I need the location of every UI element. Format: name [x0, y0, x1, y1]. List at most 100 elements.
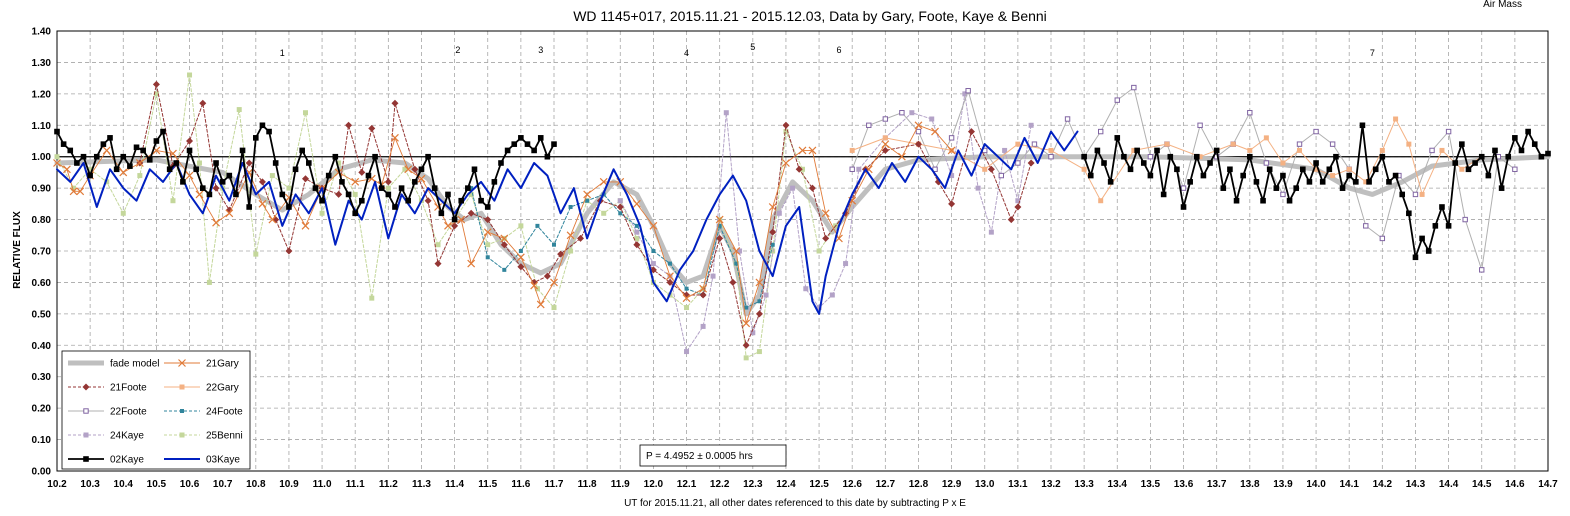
- data-point: [186, 147, 193, 154]
- data-point: [1439, 147, 1445, 153]
- x-tick-label: 14.1: [1339, 479, 1359, 490]
- data-point: [1429, 147, 1435, 154]
- data-point: [1478, 153, 1485, 160]
- data-point: [1028, 122, 1034, 128]
- data-point: [1131, 84, 1137, 91]
- data-point: [1399, 191, 1406, 198]
- data-point: [135, 159, 144, 167]
- data-point: [1263, 160, 1270, 166]
- legend-item: 21Foote: [68, 383, 147, 394]
- data-point: [233, 191, 239, 198]
- data-point: [279, 191, 286, 198]
- data-point: [948, 200, 956, 208]
- data-point: [1300, 166, 1306, 173]
- x-tick-label: 13.2: [1041, 479, 1061, 490]
- data-point: [391, 99, 399, 107]
- y-axis-label: RELATIVE FLUX: [12, 211, 23, 289]
- series-25benni: [54, 72, 839, 361]
- data-point: [1213, 147, 1220, 154]
- data-point: [107, 135, 113, 141]
- data-point: [1114, 97, 1120, 103]
- x-tick-label: 13.3: [1074, 479, 1094, 490]
- data-point: [1333, 153, 1339, 160]
- data-point: [378, 185, 385, 191]
- data-point: [352, 191, 358, 197]
- data-point: [1114, 135, 1121, 141]
- data-point: [965, 88, 971, 94]
- data-point: [153, 138, 160, 144]
- data-point: [1406, 141, 1412, 147]
- data-point: [1127, 166, 1134, 173]
- data-point: [457, 215, 466, 224]
- legend-item: 21Gary: [164, 359, 239, 370]
- legend-label: fade model: [110, 359, 159, 370]
- y-tick-label: 0.20: [32, 404, 52, 415]
- data-point: [1406, 210, 1412, 217]
- data-point: [666, 278, 674, 286]
- data-point: [384, 178, 392, 186]
- data-point: [504, 147, 511, 154]
- data-point: [734, 261, 739, 266]
- data-point: [1366, 179, 1372, 185]
- data-point: [104, 179, 110, 185]
- x-tick-label: 11.3: [412, 479, 431, 490]
- data-point: [537, 135, 544, 141]
- data-point: [768, 203, 777, 211]
- data-point: [1134, 147, 1140, 154]
- data-point: [54, 154, 60, 160]
- data-point: [1031, 141, 1038, 147]
- data-point: [1247, 153, 1253, 160]
- data-point: [816, 305, 822, 311]
- data-point: [530, 281, 539, 290]
- legend-label: 02Kaye: [110, 455, 144, 466]
- data-point: [269, 173, 275, 179]
- data-point: [187, 72, 193, 78]
- data-point: [729, 278, 737, 286]
- data-point: [816, 248, 822, 254]
- data-point: [483, 228, 492, 237]
- y-tick-label: 1.40: [32, 27, 52, 38]
- data-point: [1392, 172, 1399, 179]
- data-point: [1339, 185, 1346, 191]
- data-point: [1313, 160, 1319, 166]
- data-point: [196, 160, 202, 166]
- data-point: [266, 128, 272, 135]
- x-tick-label: 12.9: [942, 479, 962, 490]
- data-point: [301, 221, 310, 230]
- dip-marker-label: 5: [750, 42, 755, 52]
- data-point: [790, 185, 796, 191]
- data-point: [1233, 197, 1240, 204]
- data-point: [782, 121, 790, 129]
- data-point: [1098, 198, 1104, 204]
- data-point: [856, 166, 862, 172]
- data-point: [80, 153, 87, 160]
- data-point: [1107, 179, 1114, 185]
- data-point: [402, 166, 408, 172]
- data-point: [1164, 141, 1170, 147]
- data-point: [717, 223, 722, 228]
- data-point: [550, 278, 558, 287]
- data-point: [948, 135, 955, 141]
- data-point: [345, 121, 353, 129]
- data-point: [299, 147, 305, 154]
- data-point: [1121, 153, 1127, 160]
- data-point: [1094, 147, 1101, 154]
- data-point: [914, 140, 922, 148]
- data-point: [1472, 160, 1478, 166]
- y-tick-label: 0.30: [32, 372, 52, 383]
- data-point: [543, 272, 551, 280]
- legend-item: 24Foote: [164, 407, 243, 418]
- data-point: [1412, 191, 1419, 198]
- data-point: [769, 228, 777, 236]
- data-point: [634, 223, 639, 228]
- period-label: P = 4.4952 ± 0.0005 hrs: [646, 451, 753, 462]
- data-point: [1015, 198, 1021, 204]
- data-point: [618, 211, 623, 216]
- data-point: [319, 197, 325, 204]
- data-point: [1326, 166, 1333, 173]
- x-tick-label: 12.2: [710, 479, 730, 490]
- period-annotation: P = 4.4952 ± 0.0005 hrs: [639, 444, 787, 467]
- legend-label: 22Gary: [206, 383, 239, 394]
- data-point: [1419, 191, 1425, 197]
- data-point: [808, 184, 816, 192]
